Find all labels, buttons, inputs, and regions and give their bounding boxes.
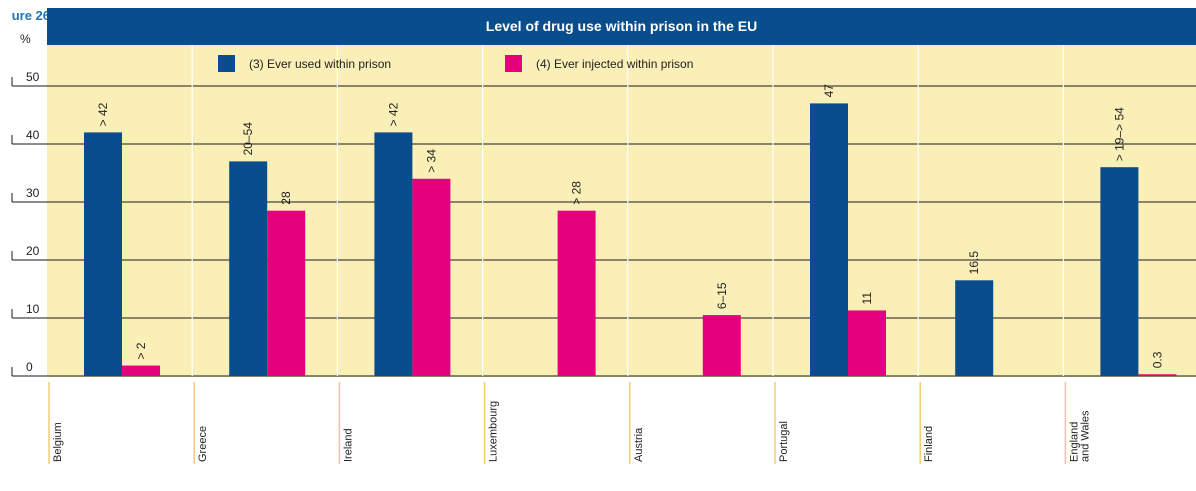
x-axis: Belgium Greece Ireland Luxembourg Austria Por… — [52, 401, 1091, 462]
bar-ever-used — [374, 132, 413, 376]
bar-value-label: 47 — [822, 84, 836, 98]
y-unit-label: % — [20, 32, 31, 46]
bar-value-labels: > 42 20–54 > 42 47 16.5 > 19–> 54 > 2 28 > 34 > 2… — [96, 84, 1164, 369]
bar-ever-used — [229, 161, 268, 376]
bar-ever-injected — [267, 210, 306, 376]
category-label: Portugal — [778, 421, 790, 462]
bar-ever-injected — [412, 178, 451, 376]
category-separators — [48, 45, 1067, 464]
category-label: Luxembourg — [488, 401, 500, 462]
bar-value-label: 6–15 — [715, 282, 729, 309]
bar-ever-used — [84, 132, 122, 376]
legend-label: (4) Ever injected within prison — [536, 57, 693, 71]
y-tick-label: 30 — [26, 186, 40, 200]
bar-value-label: > 42 — [386, 102, 400, 126]
bar-value-label: > 28 — [570, 181, 584, 205]
bar-value-label: > 34 — [424, 149, 438, 173]
category-label: Belgium — [52, 422, 64, 462]
bars — [84, 103, 1177, 377]
bar-value-label: 20–54 — [241, 122, 255, 156]
bar-ever-injected — [122, 365, 160, 376]
bar-ever-injected — [848, 310, 886, 376]
category-label: Ireland — [342, 428, 354, 462]
y-tick-label: 10 — [26, 302, 40, 316]
legend: (3) Ever used within prison (4) Ever inje… — [218, 55, 693, 72]
bar-value-label: 11 — [860, 292, 874, 305]
legend-label: (3) Ever used within prison — [249, 57, 391, 71]
figure-label: ure 26 — [11, 8, 50, 23]
y-tick-label: 50 — [26, 70, 40, 84]
y-tick-label: 40 — [26, 128, 40, 142]
category-label: England — [1068, 422, 1080, 462]
category-label: and Wales — [1079, 410, 1091, 462]
bar-value-label: > 42 — [96, 102, 110, 126]
category-label: Greece — [197, 426, 209, 462]
bar-value-label: 0.3 — [1150, 351, 1164, 368]
bar-value-label: > 2 — [134, 342, 148, 359]
bar-value-label: > 19–> 54 — [1112, 107, 1126, 161]
chart-title: Level of drug use within prison in the E… — [486, 18, 757, 34]
bar-ever-used — [955, 280, 994, 376]
y-tick-label: 0 — [26, 360, 33, 374]
plot-area — [47, 45, 1196, 377]
legend-swatch — [505, 55, 522, 72]
bar-ever-injected — [1138, 374, 1177, 376]
title-bar — [47, 8, 1196, 45]
bar-ever-used — [810, 103, 848, 377]
y-axis: 0 10 20 30 40 50 — [11, 70, 47, 377]
bar-ever-used — [1100, 167, 1139, 376]
bar-value-label: 28 — [279, 191, 293, 205]
y-tick-label: 20 — [26, 244, 40, 258]
bar-ever-injected — [557, 210, 596, 376]
legend-swatch — [218, 55, 235, 72]
bar-ever-injected — [702, 315, 741, 376]
category-label: Finland — [923, 426, 935, 462]
category-label: Austria — [633, 427, 645, 462]
bar-value-label: 16.5 — [967, 251, 981, 275]
